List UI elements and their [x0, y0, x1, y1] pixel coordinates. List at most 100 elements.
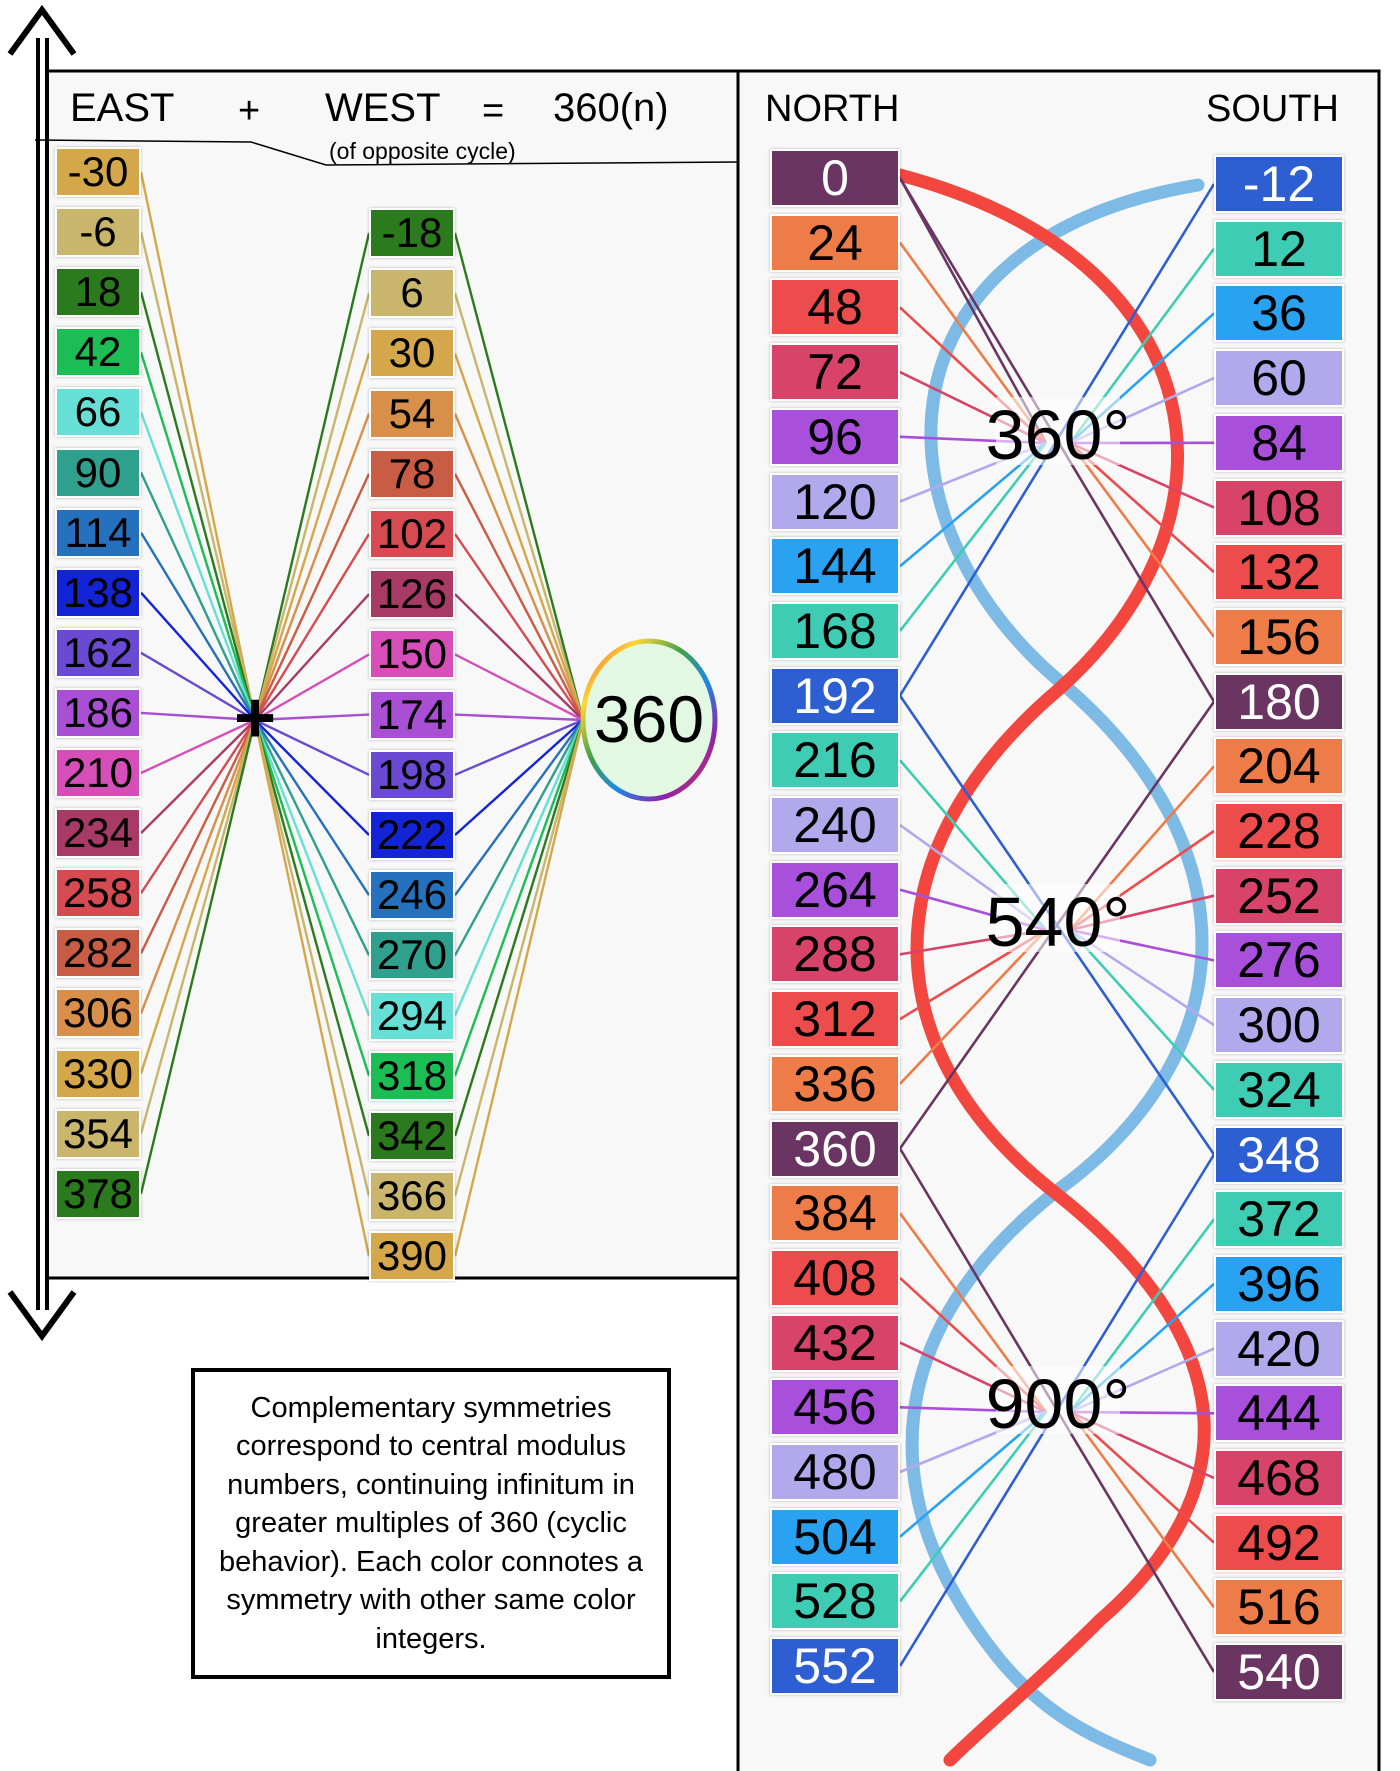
south-number: 108 — [1214, 478, 1344, 537]
north-number: 504 — [770, 1507, 900, 1566]
south-number: 444 — [1214, 1384, 1344, 1443]
east-number: 186 — [55, 687, 141, 738]
west-number: 78 — [369, 448, 455, 499]
west-in-line — [253, 533, 371, 721]
west-out-line — [453, 719, 585, 956]
south-number: 468 — [1214, 1449, 1344, 1507]
south-number: 204 — [1214, 737, 1344, 796]
hub-backdrop — [996, 1366, 1120, 1434]
west-out-line — [454, 593, 584, 721]
north-line — [898, 442, 1048, 632]
west-in-line — [253, 353, 371, 721]
west-in-line — [254, 713, 370, 722]
north-number: 456 — [770, 1378, 900, 1437]
south-number: 372 — [1214, 1190, 1344, 1249]
west-out-line — [454, 718, 584, 776]
east-line — [139, 719, 257, 894]
modulus-360: 360 — [594, 682, 704, 756]
south-number: 252 — [1214, 866, 1344, 925]
east-number: 210 — [55, 748, 141, 798]
south-number: 276 — [1214, 931, 1344, 990]
plus-symbol: + — [234, 678, 276, 758]
arrow-down-icon — [7, 1290, 77, 1342]
header-divider — [34, 139, 739, 166]
south-header: SOUTH — [1206, 88, 1339, 130]
east-number: -30 — [55, 147, 141, 197]
south-line — [1069, 929, 1215, 1091]
east-number: 378 — [55, 1168, 141, 1219]
west-out-line — [453, 292, 585, 721]
north-number: 24 — [770, 213, 900, 272]
west-in-line — [253, 413, 371, 721]
hub-label: 540° — [986, 883, 1131, 961]
west-in-line — [253, 719, 371, 1137]
east-number: 42 — [55, 327, 141, 378]
west-number: 54 — [369, 388, 455, 439]
west-out-line — [454, 719, 584, 896]
west-in-line — [253, 719, 371, 1077]
east-line — [139, 719, 257, 1194]
west-in-line — [253, 719, 371, 956]
west-number: 6 — [369, 268, 455, 319]
east-number: 258 — [55, 868, 141, 919]
east-number: 282 — [55, 928, 141, 979]
east-line — [140, 591, 256, 721]
east-number: 114 — [55, 507, 141, 558]
result-header: 360(n) — [553, 86, 669, 130]
east-number: 90 — [55, 447, 141, 498]
west-number: 270 — [369, 930, 455, 981]
hub-label: 900° — [986, 1365, 1131, 1443]
west-number: 222 — [369, 810, 455, 860]
east-header: EAST — [70, 86, 175, 130]
north-number: 168 — [770, 601, 900, 660]
west-number: 198 — [369, 749, 455, 800]
north-number: 288 — [770, 925, 900, 984]
north-number: 0 — [770, 149, 900, 207]
south-line — [1068, 1411, 1216, 1609]
east-line — [140, 719, 256, 834]
east-line — [139, 231, 257, 721]
hub-backdrop — [996, 397, 1120, 465]
south-number: 180 — [1214, 672, 1344, 731]
west-in-line — [254, 718, 370, 776]
west-out-line — [454, 713, 584, 722]
west-in-line — [254, 653, 370, 722]
west-in-line — [254, 719, 370, 836]
south-number: 228 — [1214, 802, 1344, 860]
west-number: 30 — [369, 328, 455, 379]
north-number: 312 — [770, 990, 900, 1049]
west-number: 102 — [369, 509, 455, 559]
west-in-line — [253, 719, 371, 1197]
north-number: 336 — [770, 1054, 900, 1113]
south-number: 420 — [1214, 1319, 1344, 1378]
red-helix — [893, 168, 1211, 1767]
south-number: 492 — [1214, 1513, 1344, 1572]
north-line — [899, 929, 1047, 1085]
west-out-line — [453, 413, 585, 721]
south-number: -12 — [1214, 155, 1344, 213]
south-number: 300 — [1214, 996, 1344, 1055]
west-out-line — [453, 719, 585, 1257]
west-out-line — [454, 533, 584, 721]
north-number: 360 — [770, 1119, 900, 1178]
west-number: 318 — [369, 1050, 455, 1101]
north-number: 528 — [770, 1572, 900, 1631]
east-line — [139, 171, 257, 721]
east-line — [139, 719, 257, 954]
north-number: 552 — [770, 1637, 900, 1696]
north-number: 480 — [770, 1443, 900, 1501]
west-in-line — [253, 292, 371, 721]
east-number: 306 — [55, 988, 141, 1039]
north-number: 72 — [770, 343, 900, 402]
east-number: 138 — [55, 567, 141, 618]
north-number: 120 — [770, 472, 900, 531]
south-number: 132 — [1214, 543, 1344, 602]
east-number: 354 — [55, 1108, 141, 1159]
north-number: 144 — [770, 537, 900, 596]
south-number: 84 — [1214, 413, 1344, 472]
south-number: 324 — [1214, 1060, 1344, 1119]
south-number: 540 — [1214, 1643, 1344, 1702]
east-number: 330 — [55, 1048, 141, 1099]
north-number: 384 — [770, 1184, 900, 1243]
